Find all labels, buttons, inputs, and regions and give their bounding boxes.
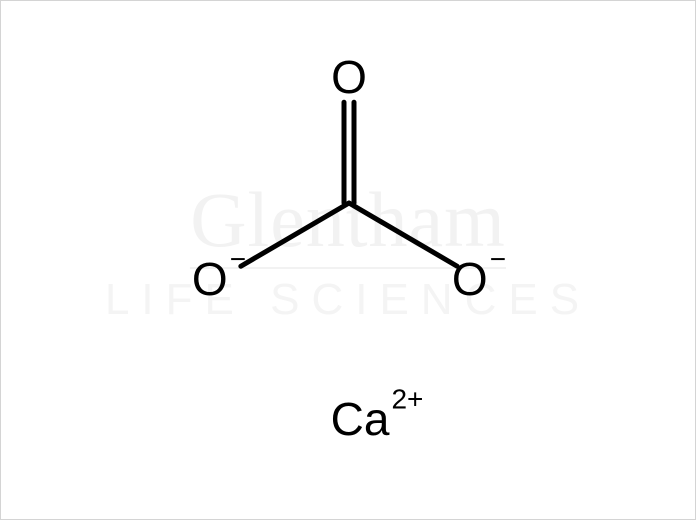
chemical-structure: O O− O− Ca2+	[1, 1, 696, 520]
bonds-layer	[241, 102, 457, 266]
atom-O_right: O−	[452, 243, 506, 305]
charge: −	[230, 243, 246, 274]
charge: −	[490, 243, 506, 274]
diagram-canvas: Glentham LIFE SCIENCES OO−O−Ca2+	[0, 0, 696, 520]
bond-line	[241, 203, 349, 266]
atom-O_left: O−	[192, 243, 246, 305]
atom-O_top: O	[331, 51, 367, 103]
atoms-layer: O O− O− Ca2+	[192, 51, 506, 445]
charge: 2+	[391, 383, 423, 414]
atom-Ca: Ca2+	[331, 383, 424, 445]
bond-line	[349, 203, 457, 266]
